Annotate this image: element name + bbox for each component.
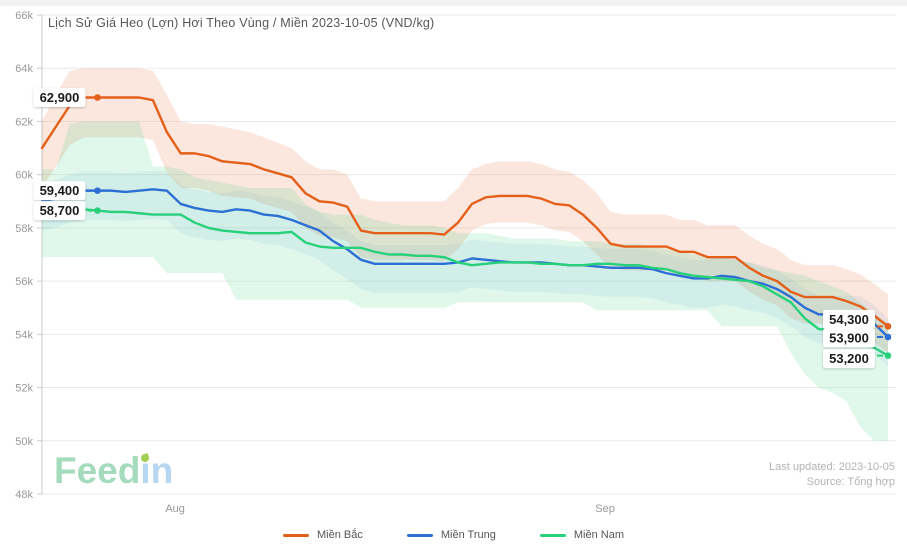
start-dot-mien-bac[interactable] <box>94 94 101 101</box>
start-value-label-mien-trung: 59,400 <box>33 181 86 201</box>
start-dot-mien-trung[interactable] <box>94 187 101 194</box>
x-axis-label: Aug <box>165 503 185 515</box>
y-axis-label: 60k <box>15 170 33 182</box>
legend-label: Miền Nam <box>573 529 624 541</box>
legend-item-mien-trung[interactable]: Miền Trung <box>406 529 496 541</box>
svg-text:54,300: 54,300 <box>829 312 869 327</box>
svg-text:53,900: 53,900 <box>829 330 869 345</box>
logo-text-feed: Feed <box>54 450 141 491</box>
y-axis-label: 48k <box>15 489 33 501</box>
legend-marker-mien-bac <box>282 533 309 537</box>
y-axis-label: 50k <box>15 436 33 448</box>
feedin-logo: Feed in <box>54 452 173 489</box>
y-axis-label: 54k <box>15 329 33 341</box>
svg-text:58,700: 58,700 <box>40 203 80 218</box>
series-line-mien-nam[interactable] <box>40 208 890 357</box>
start-dot-mien-nam[interactable] <box>94 207 101 214</box>
start-value-label-mien-bac: 62,900 <box>33 87 86 107</box>
chart-title: Lịch Sử Giá Heo (Lợn) Hơi Theo Vùng / Mi… <box>48 16 435 30</box>
y-axis-label: 64k <box>15 63 33 75</box>
y-axis-label: 62k <box>15 116 33 128</box>
end-value-label-mien-trung: 53,900 <box>823 328 875 348</box>
svg-text:62,900: 62,900 <box>40 90 80 105</box>
end-dot-mien-nam[interactable] <box>884 352 892 359</box>
svg-text:53,200: 53,200 <box>829 351 869 366</box>
x-axis-label: Sep <box>595 503 615 515</box>
y-axis-label: 58k <box>15 223 33 235</box>
end-dot-mien-bac[interactable] <box>884 323 892 330</box>
last-updated-text: Last updated: 2023-10-05 <box>769 461 895 473</box>
y-axis-label: 66k <box>15 10 33 22</box>
start-value-label-mien-nam: 58,700 <box>33 201 86 221</box>
series-line-mien-bac[interactable] <box>40 96 890 328</box>
series-band-mien-nam <box>42 121 888 441</box>
y-axis-label: 52k <box>15 383 33 395</box>
end-dot-mien-trung[interactable] <box>884 333 892 341</box>
y-axis-label: 56k <box>15 276 33 288</box>
legend-item-mien-nam[interactable]: Miền Nam <box>539 529 624 541</box>
legend-marker-mien-trung <box>406 533 433 537</box>
legend-item-mien-bac[interactable]: Miền Bắc <box>282 529 363 541</box>
legend-label: Miền Trung <box>440 529 496 541</box>
top-strip <box>0 0 907 6</box>
svg-text:59,400: 59,400 <box>40 183 80 198</box>
legend-label: Miền Bắc <box>316 529 363 541</box>
end-value-label-mien-bac: 54,300 <box>823 309 875 329</box>
end-value-label-mien-nam: 53,200 <box>823 349 875 369</box>
legend-marker-mien-nam <box>539 533 566 537</box>
series-band-mien-trung <box>42 170 888 367</box>
source-text: Source: Tổng hợp <box>806 476 895 488</box>
legend: Miền Bắc Miền Trung Miền Nam <box>0 529 907 541</box>
series-band-mien-bac <box>42 68 888 353</box>
